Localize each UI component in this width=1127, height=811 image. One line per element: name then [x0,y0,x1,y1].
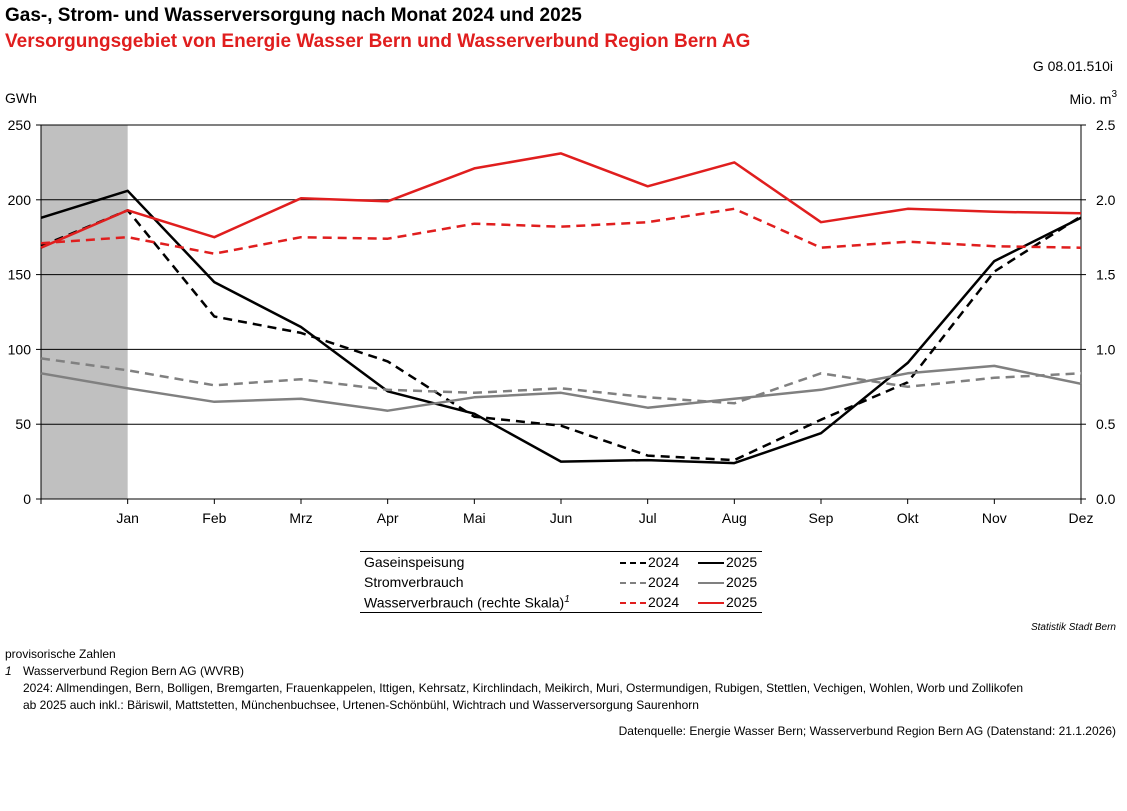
footnotes: provisorische Zahlen 1 Wasserverbund Regi… [5,646,1023,714]
series-line-strom_2024 [40,357,1082,405]
tick-label-right: 0.5 [1096,416,1116,432]
legend-year-gas-2024: 2024 [648,554,680,570]
tick-label-x: Jul [639,510,657,526]
series-line-gas_2025 [40,189,1082,465]
legend-label-wasser-text: Wasserverbrauch (rechte Skala) [364,594,565,611]
series-line-strom_2025 [40,364,1082,412]
note-footnote-title-text: Wasserverbund Region Bern AG (WVRB) [23,664,244,678]
legend-label-gas: Gaseinspeisung [364,554,465,570]
tick-label-x: Aug [722,510,747,526]
legend-footnote-mark: 1 [564,594,570,605]
legend-year-strom-2025: 2025 [726,574,758,590]
tick-label-x: Nov [982,510,1007,526]
tick-label-left: 150 [8,267,32,283]
x-axis-ticks: Jan Feb Mrz Apr Mai Jun Jul Aug Sep Okt Nov Dez [40,499,1094,526]
tick-label-right: 0.0 [1096,491,1116,507]
legend-row-gas: Gaseinspeisung 2024 2025 [360,552,762,572]
chart-subtitle: Versorgungsgebiet von Energie Wasser Ber… [5,31,751,52]
legend-year-gas-2025: 2025 [726,554,758,570]
series-line-wasser_2025 [40,152,1082,249]
tick-label-x: Sep [809,510,834,526]
legend-swatch-strom-2025 [698,582,724,584]
tick-label-x: Mrz [289,510,312,526]
legend-swatch-strom-2024 [620,582,646,584]
note-provisional: provisorische Zahlen [5,647,116,661]
tick-label-x: Dez [1069,510,1094,526]
note-footnote-title: 1 Wasserverbund Region Bern AG (WVRB) [5,663,1023,680]
legend-swatch-wasser-2024 [620,602,646,604]
y-axis-right-label: Mio. m3 [1069,89,1117,107]
tick-label-right: 2.0 [1096,192,1116,208]
legend-row-wasser: Wasserverbrauch (rechte Skala)1 2024 202… [360,592,762,612]
series-line-gas_2024 [40,209,1082,462]
tick-label-left: 50 [15,416,31,432]
tick-label-left: 250 [8,117,32,133]
left-axis-ticks: 0 50 100 150 200 250 [8,117,32,507]
figure-code: G 08.01.510i [1032,58,1113,74]
note-members-2024: 2024: Allmendingen, Bern, Bolligen, Brem… [23,681,1024,695]
legend-row-strom: Stromverbrauch 2024 2025 [360,572,762,592]
tick-label-right: 1.5 [1096,267,1116,283]
credit: Statistik Stadt Bern [1030,622,1116,633]
legend-label-strom: Stromverbrauch [364,574,464,590]
note-footnote-mark: 1 [5,664,12,678]
chart-title: Gas-, Strom- und Wasserversorgung nach M… [5,5,582,26]
series-lines [40,152,1082,465]
y-axis-right-label-base: Mio. m [1069,91,1111,107]
tick-label-right: 2.5 [1096,117,1116,133]
legend-swatch-wasser-2025 [698,602,724,604]
tick-label-left: 100 [8,341,32,357]
data-source: Datenquelle: Energie Wasser Bern; Wasser… [618,724,1116,738]
legend-year-wasser-2025: 2025 [726,594,758,610]
tick-label-x: Apr [377,510,399,526]
tick-label-x: Jan [116,510,139,526]
tick-label-x: Mai [463,510,486,526]
y-axis-right-label-sup: 3 [1111,89,1117,100]
legend-label-wasser: Wasserverbrauch (rechte Skala)1 [364,594,570,611]
shaded-interval [41,125,128,499]
right-axis-ticks: 0.0 0.5 1.0 1.5 2.0 2.5 [1096,117,1116,507]
tick-label-left: 0 [23,491,31,507]
legend-swatch-gas-2024 [620,562,646,564]
tick-label-x: Jun [550,510,573,526]
legend: Gaseinspeisung 2024 2025 Stromverbrauch … [360,551,762,613]
legend-year-wasser-2024: 2024 [648,594,680,610]
legend-swatch-gas-2025 [698,562,724,564]
y-axis-left-label: GWh [5,90,37,106]
grid-lines [36,124,1086,500]
legend-year-strom-2024: 2024 [648,574,680,590]
note-members-2025: ab 2025 auch inkl.: Bäriswil, Mattstette… [23,698,699,712]
tick-label-left: 200 [8,192,32,208]
tick-label-right: 1.0 [1096,341,1116,357]
tick-label-x: Okt [897,510,919,526]
tick-label-x: Feb [202,510,226,526]
